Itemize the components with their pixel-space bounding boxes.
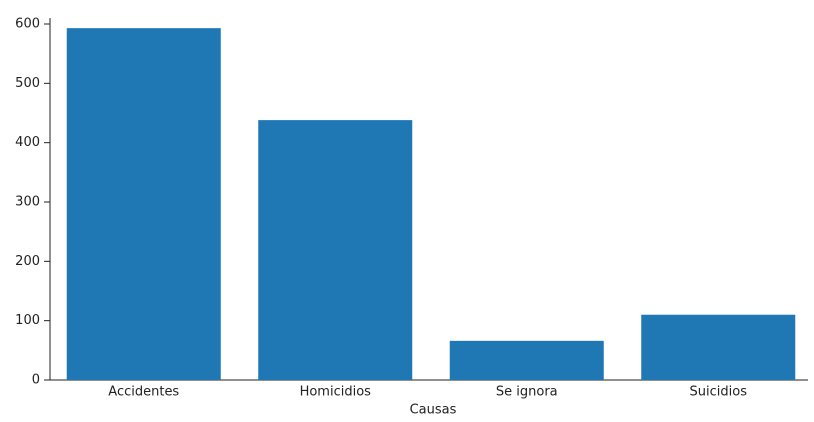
bar xyxy=(66,28,221,381)
y-tick-label: 400 xyxy=(15,135,40,150)
bar xyxy=(641,314,796,380)
y-tick-label: 300 xyxy=(15,195,40,210)
bar xyxy=(449,340,604,380)
y-tick-label: 600 xyxy=(15,17,40,32)
x-tick-label: Accidentes xyxy=(108,385,179,400)
bar xyxy=(258,120,413,381)
x-tick-label: Homicidios xyxy=(300,385,372,400)
y-tick-label: 0 xyxy=(32,373,40,388)
y-tick-label: 100 xyxy=(15,313,40,328)
y-tick-label: 500 xyxy=(15,76,40,91)
x-axis-label: Causas xyxy=(410,403,457,418)
x-tick-label: Se ignora xyxy=(496,385,558,400)
x-tick-label: Suicidios xyxy=(690,385,748,400)
y-tick-label: 200 xyxy=(15,254,40,269)
